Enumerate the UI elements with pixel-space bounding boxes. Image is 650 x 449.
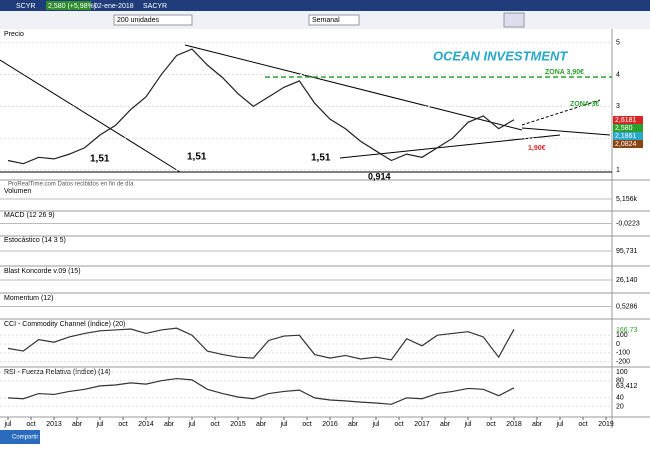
x-tick-label: 2015 bbox=[230, 421, 246, 428]
trend-line bbox=[339, 134, 561, 159]
y-tick-label: -100 bbox=[616, 350, 630, 357]
annotation: 0,914 bbox=[368, 171, 391, 181]
date: 02-ene-2018 bbox=[94, 3, 134, 10]
quote: 2,580 (+5,98%) bbox=[48, 3, 96, 10]
annotation: 1,51 bbox=[90, 154, 110, 165]
value-tag bbox=[613, 132, 643, 140]
x-tick-label: oct bbox=[26, 421, 35, 428]
trend-line bbox=[0, 59, 181, 173]
source: ProRealTime.com Datos recibidos en fin d… bbox=[8, 182, 134, 188]
x-tick-label: jul bbox=[371, 421, 379, 428]
annotation: 1,90€ bbox=[528, 145, 546, 152]
series-line bbox=[7, 48, 515, 165]
x-tick-label: abr bbox=[440, 421, 451, 428]
y-tick-label: 20 bbox=[616, 403, 624, 410]
value-tag bbox=[613, 140, 643, 148]
y-tick-label: 100 bbox=[616, 369, 628, 376]
x-tick-label: 2016 bbox=[322, 421, 338, 428]
period: Semanal bbox=[312, 17, 340, 24]
projection bbox=[521, 127, 611, 136]
x-tick-label: jul bbox=[279, 421, 287, 428]
y-tick-label: 0 bbox=[616, 341, 620, 348]
panel-title: CCI - Commodity Channel (índice) (20) bbox=[4, 321, 125, 328]
x-tick-label: jul bbox=[187, 421, 195, 428]
x-tick-label: abr bbox=[348, 421, 359, 428]
x-tick-label: oct bbox=[394, 421, 403, 428]
value-label: 2,580 bbox=[615, 125, 633, 132]
x-tick-label: jul bbox=[463, 421, 471, 428]
panel-title: Blast Koncorde v.09 (15) bbox=[4, 268, 81, 275]
y-tick-label: 5 bbox=[616, 40, 620, 47]
panel-title: Momentum (12) bbox=[4, 295, 53, 302]
share-label: Compartir bbox=[12, 435, 38, 441]
y-tick-label: 1 bbox=[616, 167, 620, 174]
x-tick-label: abr bbox=[532, 421, 543, 428]
x-tick-label: oct bbox=[486, 421, 495, 428]
y-tick-label: 100 bbox=[616, 332, 628, 339]
y-tick-label: 80 bbox=[616, 378, 624, 385]
x-tick-label: abr bbox=[256, 421, 267, 428]
share-button[interactable] bbox=[0, 430, 40, 444]
annotation: ZONA 3€ bbox=[570, 101, 599, 108]
value-label: 5,156k bbox=[616, 196, 638, 203]
panel-title: MACD (12 26 9) bbox=[4, 212, 55, 219]
x-tick-label: jul bbox=[555, 421, 563, 428]
x-tick-label: 2017 bbox=[414, 421, 430, 428]
trend-line bbox=[184, 44, 523, 131]
x-tick-label: 2018 bbox=[506, 421, 522, 428]
value-label: 26,140 bbox=[616, 277, 638, 284]
x-tick-label: 2013 bbox=[46, 421, 62, 428]
symbol: SCYR bbox=[16, 3, 35, 10]
panel-title: Volumen bbox=[4, 188, 31, 195]
value-label: 2,0824 bbox=[615, 141, 637, 148]
name: SACYR bbox=[143, 3, 167, 10]
value-label: 95,731 bbox=[616, 248, 638, 255]
x-tick-label: oct bbox=[578, 421, 587, 428]
value-tag bbox=[613, 116, 643, 124]
period-select[interactable] bbox=[308, 14, 360, 26]
x-tick-label: oct bbox=[118, 421, 127, 428]
annotation: 1,51 bbox=[187, 152, 207, 163]
x-tick-label: oct bbox=[210, 421, 219, 428]
x-tick-label: jul bbox=[3, 421, 11, 428]
value-label: 0,5286 bbox=[616, 303, 638, 310]
y-tick-label: 4 bbox=[616, 71, 620, 78]
y-tick-label: -200 bbox=[616, 358, 630, 365]
units: 200 unidades bbox=[117, 17, 160, 24]
chart-button[interactable] bbox=[503, 12, 525, 28]
title-bar bbox=[0, 0, 650, 11]
series-line bbox=[7, 327, 515, 361]
y-tick-label: 3 bbox=[616, 103, 620, 110]
annotation: 1,51 bbox=[311, 153, 331, 164]
value-label: 2,6181 bbox=[615, 117, 637, 124]
value-label: 63,412 bbox=[616, 383, 638, 390]
projection bbox=[521, 99, 601, 126]
value-label: -0,0223 bbox=[616, 220, 640, 227]
series-line bbox=[7, 377, 515, 405]
x-tick-label: abr bbox=[164, 421, 175, 428]
brand: OCEAN INVESTMENT bbox=[433, 48, 568, 63]
panel-title: Precio bbox=[4, 31, 24, 38]
x-tick-label: abr bbox=[72, 421, 83, 428]
y-tick-label: 40 bbox=[616, 395, 624, 402]
value-label: 2,1861 bbox=[615, 133, 637, 140]
value-label: 166,73 bbox=[616, 327, 638, 334]
x-tick-label: oct bbox=[302, 421, 311, 428]
units-select[interactable] bbox=[113, 14, 193, 26]
annotation: ZONA 3,90€ bbox=[545, 69, 584, 76]
x-tick-label: 2019 bbox=[598, 421, 614, 428]
quote-box bbox=[46, 1, 91, 10]
panel-title: Estocástico (14 3 5) bbox=[4, 237, 66, 244]
x-tick-label: jul bbox=[95, 421, 103, 428]
value-tag bbox=[613, 124, 643, 132]
x-tick-label: 2014 bbox=[138, 421, 154, 428]
